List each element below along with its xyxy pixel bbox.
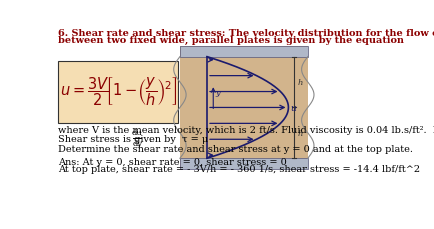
Text: dy: dy: [132, 139, 142, 147]
Text: Shear stress is given by  τ = μ: Shear stress is given by τ = μ: [58, 135, 208, 144]
Text: h: h: [297, 129, 302, 137]
Text: Ans: At y = 0, shear rate = 0, shear stress = 0: Ans: At y = 0, shear rate = 0, shear str…: [58, 157, 286, 166]
Text: y: y: [215, 89, 220, 97]
FancyBboxPatch shape: [58, 62, 178, 123]
Text: .: .: [143, 135, 152, 144]
Text: du: du: [132, 129, 142, 137]
Text: Determine the shear rate and shear stress at y = 0 and at the top plate.: Determine the shear rate and shear stres…: [58, 145, 412, 154]
FancyBboxPatch shape: [180, 158, 307, 169]
Text: 6. Shear rate and shear stress: The velocity distribution for the flow of a Newt: 6. Shear rate and shear stress: The velo…: [58, 29, 434, 38]
Text: h: h: [297, 79, 302, 87]
Text: u: u: [289, 104, 295, 112]
Text: where V is the mean velocity, which is 2 ft/s. Fluid viscosity is 0.04 lb.s/ft².: where V is the mean velocity, which is 2…: [58, 126, 434, 135]
FancyBboxPatch shape: [180, 47, 307, 57]
Text: $u = \dfrac{3V}{2}\!\left[1-\!\left(\dfrac{y}{h}\right)^{\!2}\right]$: $u = \dfrac{3V}{2}\!\left[1-\!\left(\dfr…: [59, 75, 177, 107]
Text: At top plate, shear rate = - 3V/h = - 360 1/s, shear stress = -14.4 lbf/ft^2: At top plate, shear rate = - 3V/h = - 36…: [58, 165, 419, 174]
Text: between two fixed wide, parallel plates is given by the equation: between two fixed wide, parallel plates …: [58, 36, 403, 45]
FancyBboxPatch shape: [180, 47, 307, 169]
